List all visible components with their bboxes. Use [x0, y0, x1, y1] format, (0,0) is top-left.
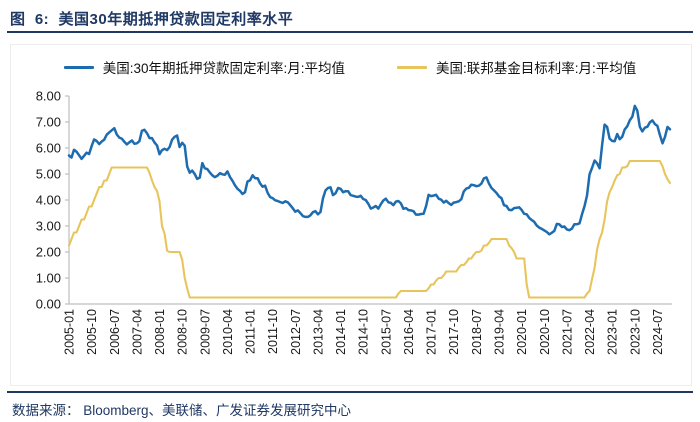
x-tick-label: 2019-04: [493, 309, 507, 355]
legend-item-fed-funds: 美国:联邦基金目标利率:月:平均值: [397, 57, 636, 77]
x-tick-label: 2024-07: [651, 309, 665, 355]
x-tick-label: 2009-07: [198, 309, 212, 355]
rate-line-chart: 0.00 1.00 2.00 3.00 4.00 5.00 6.00 7.00 8.00 2005…: [36, 89, 672, 355]
x-tick-label: 2021-07: [560, 309, 574, 355]
y-tick-label: 3.00: [36, 219, 61, 234]
y-tick-label: 5.00: [36, 167, 61, 182]
mortgage-line-swatch: [63, 65, 94, 69]
x-tick-label: 2022-04: [583, 309, 597, 355]
footer-divider: [7, 391, 693, 393]
fed-funds-line: [67, 159, 672, 299]
x-tick-label: 2023-01: [606, 309, 620, 355]
chart-frame: [10, 44, 692, 386]
y-tick-label: 1.00: [36, 271, 61, 286]
x-tick-label: 2005-01: [63, 309, 77, 355]
x-tick-label: 2023-10: [628, 309, 642, 355]
y-tick-label: 4.00: [36, 193, 61, 208]
fed-funds-line-swatch: [397, 65, 427, 69]
mortgage-rate-line: [67, 104, 672, 236]
x-tick-label: 2011-01: [244, 309, 258, 354]
legend-item-mortgage-rate: 美国:30年期抵押贷款固定利率:月:平均值: [63, 57, 345, 77]
y-tick-label: 2.00: [36, 245, 61, 260]
legend: 美国:30年期抵押贷款固定利率:月:平均值 美国:联邦基金目标利率:月:平均值: [0, 57, 700, 77]
x-tick-label: 2011-10: [266, 309, 280, 354]
x-tick-label: 2014-10: [357, 309, 371, 355]
page-title: 图 6: 美国30年期抵押贷款固定利率水平: [10, 11, 294, 28]
x-tick-label: 2014-01: [334, 309, 348, 355]
x-tick-label: 2015-07: [379, 309, 393, 355]
y-tick-label: 6.00: [36, 141, 61, 156]
data-source-text: 数据来源： Bloomberg、美联储、广发证券发展研究中心: [12, 403, 352, 418]
y-tick-label: 8.00: [36, 89, 61, 104]
title-divider: [7, 31, 693, 33]
x-tick-label: 2010-04: [221, 309, 235, 355]
x-tick-label: 2008-10: [176, 309, 190, 355]
x-tick-label: 2016-04: [402, 309, 416, 355]
legend-label-mortgage-rate: 美国:30年期抵押贷款固定利率:月:平均值: [102, 61, 345, 76]
x-tick-label: 2006-07: [108, 309, 122, 355]
y-tick-label: 0.00: [36, 297, 61, 312]
x-tick-label: 2017-10: [447, 309, 461, 355]
x-tick-label: 2017-01: [425, 309, 439, 355]
x-tick-label: 2012-07: [289, 309, 303, 355]
x-tick-label: 2020-10: [538, 309, 552, 355]
x-tick-label: 2007-04: [130, 309, 144, 355]
x-tick-label: 2008-01: [153, 309, 167, 355]
x-tick-label: 2005-10: [85, 309, 99, 355]
y-tick-label: 7.00: [36, 115, 61, 130]
x-tick-label: 2018-07: [470, 309, 484, 355]
x-tick-label: 2020-01: [515, 309, 529, 355]
legend-label-fed-funds: 美国:联邦基金目标利率:月:平均值: [436, 61, 637, 76]
x-tick-label: 2013-04: [311, 309, 325, 355]
